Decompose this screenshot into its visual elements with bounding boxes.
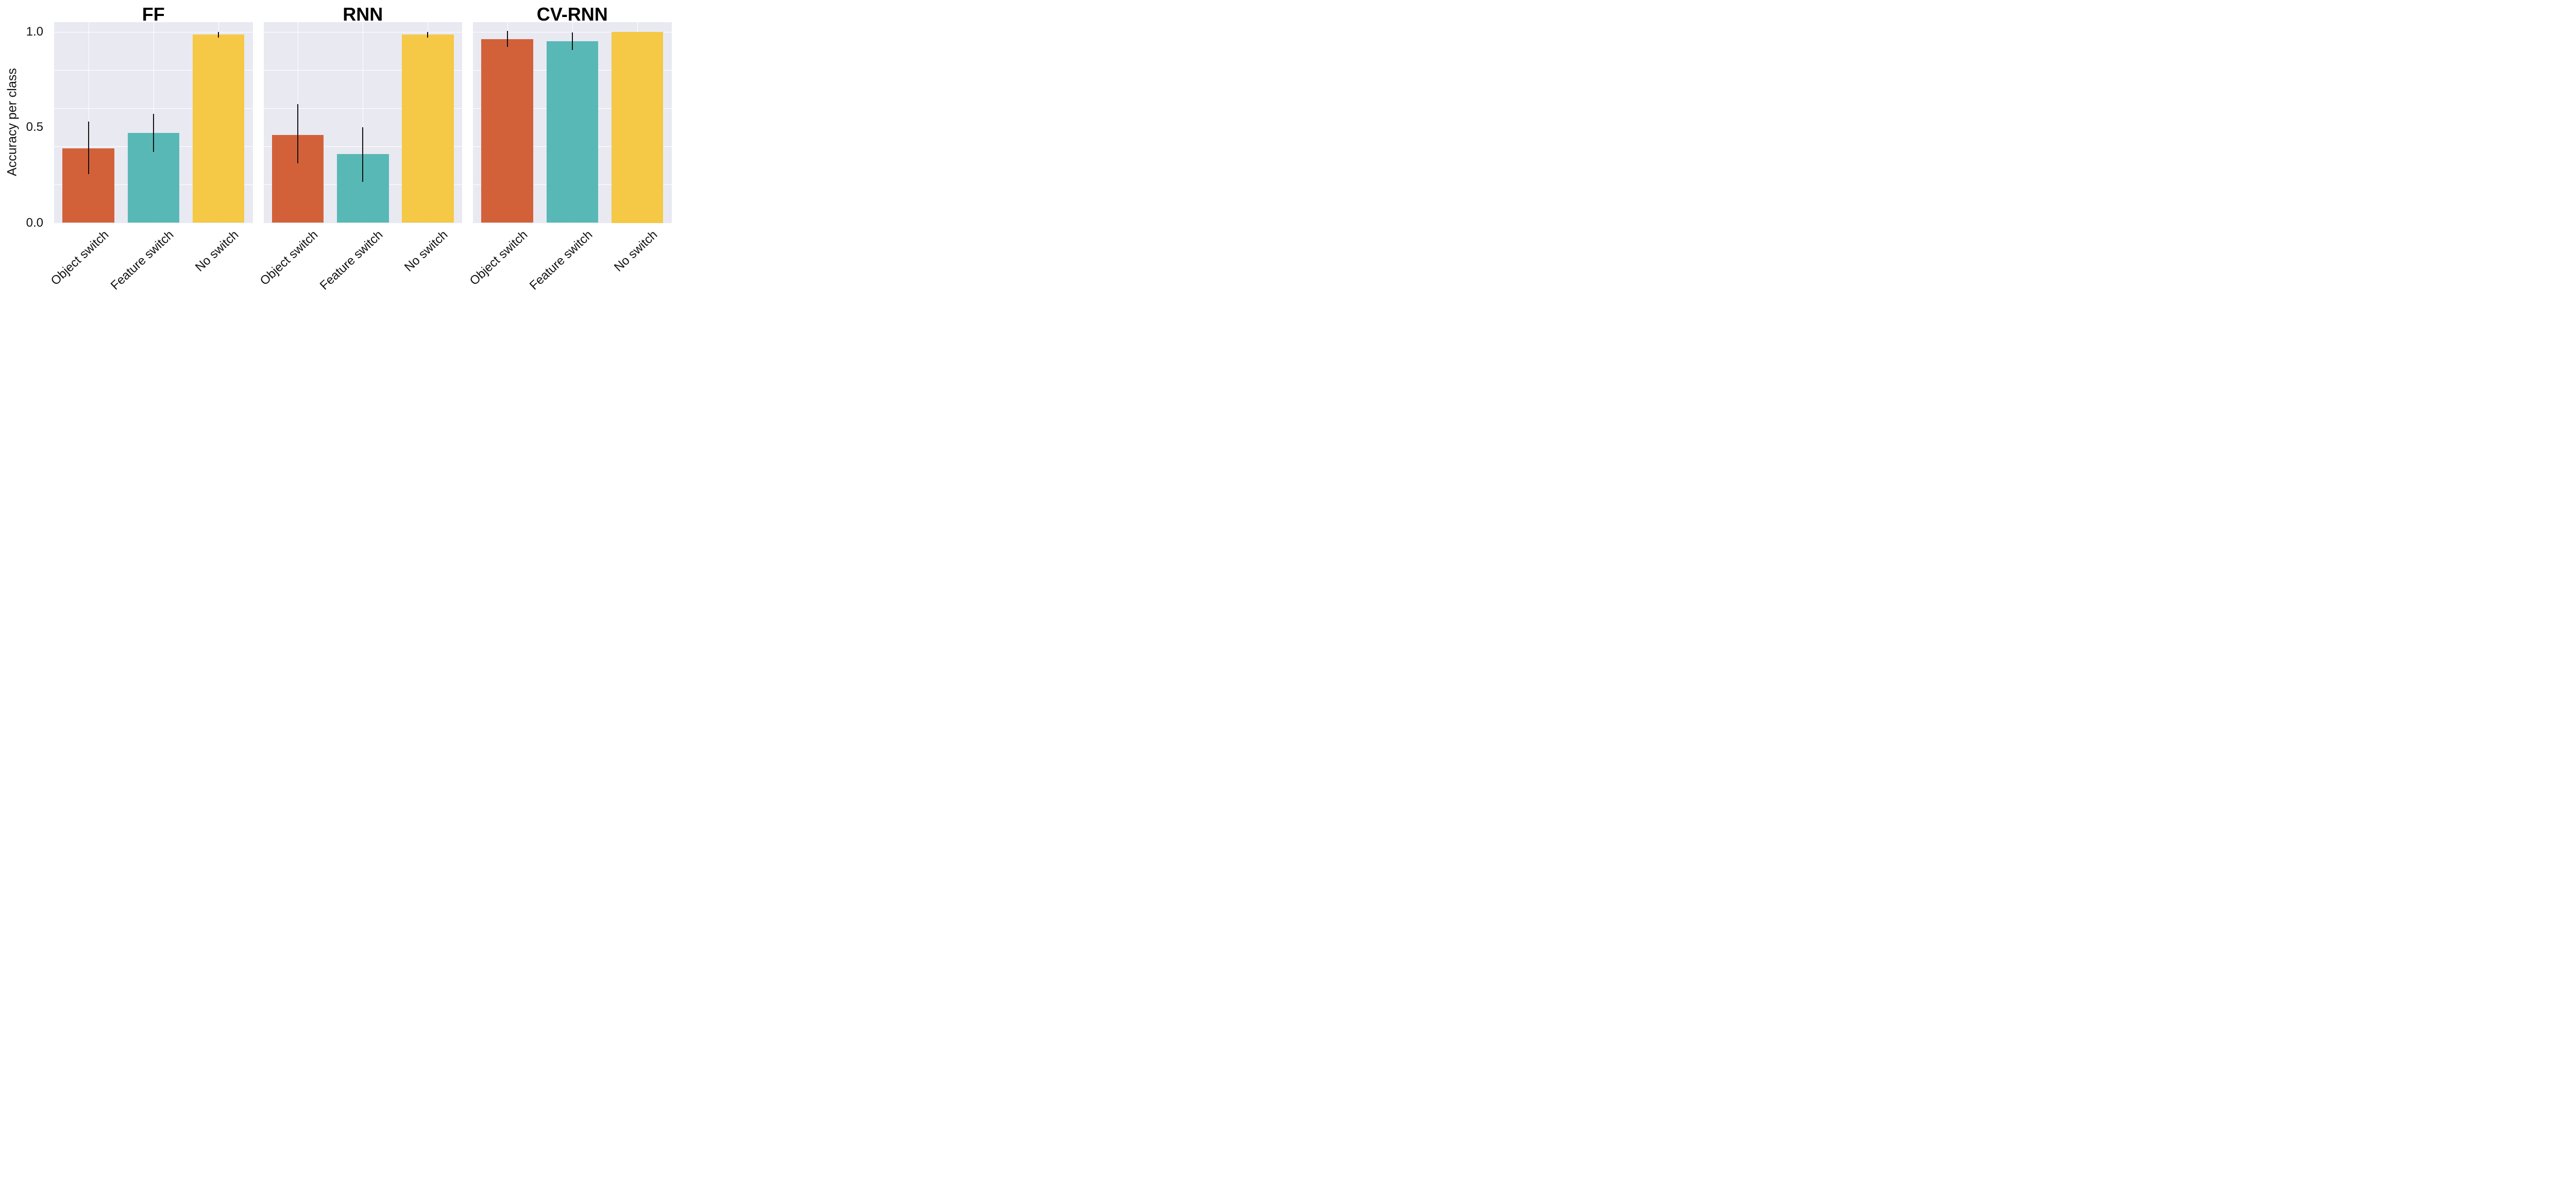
bar-feature-switch xyxy=(546,41,598,223)
x-tick-label-feature-switch: Feature switch xyxy=(527,227,596,293)
bar-no-switch xyxy=(192,35,245,223)
plot-area-cv-rnn xyxy=(473,22,672,223)
error-bar-no-switch xyxy=(427,31,429,38)
panel-title-rnn: RNN xyxy=(343,4,383,25)
error-bar-feature-switch xyxy=(571,32,573,50)
plot-area-ff xyxy=(54,22,253,223)
error-bar-object-switch xyxy=(88,121,89,174)
bar-chart-figure: Accuracy per class 0.0 0.5 1.0 FF Object sw… xyxy=(0,0,676,297)
x-tick-label-object-switch: Object switch xyxy=(257,227,321,288)
bar-no-switch xyxy=(611,31,664,223)
error-bar-object-switch xyxy=(506,30,508,47)
x-tick-label-no-switch: No switch xyxy=(402,227,451,275)
error-bar-object-switch xyxy=(297,104,299,164)
x-tick-label-feature-switch: Feature switch xyxy=(108,227,177,293)
y-tick-label: 0.0 xyxy=(26,215,43,230)
error-bar-no-switch xyxy=(217,31,219,38)
plot-area-rnn xyxy=(263,22,462,223)
panel-title-cv-rnn: CV-RNN xyxy=(536,4,608,25)
y-tick-label: 1.0 xyxy=(26,24,43,39)
y-tick-label: 0.5 xyxy=(26,120,43,134)
bar-object-switch xyxy=(481,39,533,223)
error-bar-feature-switch xyxy=(152,114,154,152)
x-tick-label-no-switch: No switch xyxy=(192,227,242,275)
x-tick-label-no-switch: No switch xyxy=(611,227,660,275)
x-tick-label-feature-switch: Feature switch xyxy=(317,227,386,293)
panel-title-ff: FF xyxy=(142,4,165,25)
error-bar-feature-switch xyxy=(362,127,364,182)
x-tick-label-object-switch: Object switch xyxy=(48,227,112,288)
x-tick-label-object-switch: Object switch xyxy=(467,227,531,288)
bar-no-switch xyxy=(402,35,454,223)
